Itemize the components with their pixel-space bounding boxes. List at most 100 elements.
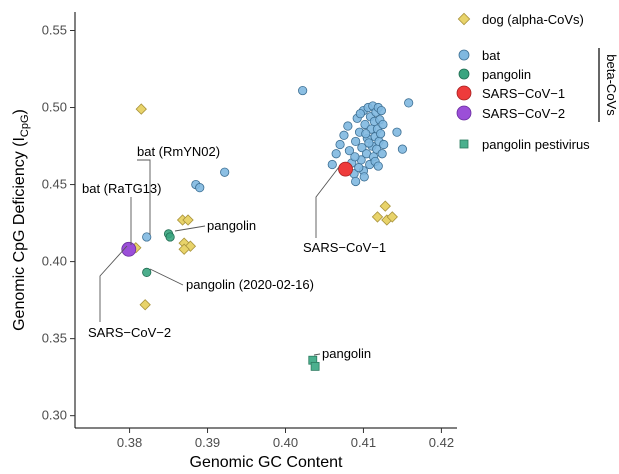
legend-marker-pangolin — [458, 68, 470, 80]
y-tick-label: 0.45 — [42, 177, 67, 192]
data-point — [377, 149, 387, 159]
data-point — [339, 130, 349, 140]
data-point — [195, 183, 205, 193]
x-axis-title: Genomic GC Content — [190, 454, 344, 471]
data-point — [343, 121, 353, 131]
legend-item-sars-cov-1: SARS−CoV−1 — [456, 85, 565, 101]
data-point — [379, 139, 389, 150]
plot-area: bat (RmYN02) bat (RaTG13) pangolin pangolin… — [42, 12, 457, 450]
y-tick-label: 0.40 — [42, 254, 67, 269]
x-tick-label: 0.40 — [273, 435, 298, 450]
data-point — [220, 167, 230, 177]
legend-marker-dog — [457, 12, 471, 26]
data-point — [165, 232, 175, 242]
x-tick-label: 0.42 — [429, 435, 454, 450]
data-point — [178, 243, 190, 255]
series-dog-alpha-covs — [130, 103, 398, 311]
legend-group-label: beta-CoVs — [604, 54, 619, 116]
data-point — [379, 200, 391, 212]
data-point — [182, 214, 194, 226]
legend-item-pangolin: pangolin — [458, 67, 531, 82]
data-point — [360, 119, 370, 130]
legend-marker-pangolin-pestivirus — [459, 139, 469, 149]
data-point — [142, 267, 152, 277]
annotation-label: bat (RaTG13) — [82, 181, 161, 196]
x-tick-label: 0.38 — [117, 435, 142, 450]
legend-label-sars-cov-1: SARS−CoV−1 — [482, 86, 565, 101]
data-point — [331, 149, 341, 159]
data-point — [351, 136, 361, 147]
annotation-leader-line — [99, 245, 128, 322]
data-point — [327, 159, 337, 170]
annotation-leader-line — [174, 225, 206, 232]
series-pangolin — [142, 229, 175, 277]
x-ticks: 0.38 0.39 0.40 0.41 0.42 — [117, 428, 454, 450]
y-tick-label: 0.30 — [42, 408, 67, 423]
data-point — [375, 129, 386, 139]
y-axis-title-sub: CpG — [19, 114, 31, 137]
annotation-pangolin: pangolin — [313, 346, 371, 361]
data-point — [139, 299, 151, 311]
data-point — [359, 172, 369, 182]
annotation-label: SARS−CoV−2 — [88, 325, 171, 340]
series-pangolin-pestivirus — [308, 355, 320, 371]
annotation-sars-cov-2: SARS−CoV−2 — [88, 245, 171, 340]
y-tick-label: 0.35 — [42, 331, 67, 346]
annotation-pangolin: pangolin — [174, 218, 256, 233]
legend-marker-sars-cov-2 — [456, 105, 472, 121]
annotations-layer: bat (RmYN02) bat (RaTG13) pangolin pangolin… — [82, 144, 386, 361]
data-point — [310, 361, 320, 371]
legend-label-pangolin: pangolin — [482, 67, 531, 82]
data-point — [351, 176, 361, 187]
data-point — [357, 142, 367, 153]
annotation-label: bat (RmYN02) — [137, 144, 220, 159]
data-point — [355, 109, 365, 119]
data-point — [361, 129, 371, 139]
y-axis-title-close: ) — [11, 109, 28, 114]
data-point — [338, 161, 353, 177]
y-tick-label: 0.55 — [42, 22, 67, 37]
legend-item-bat: bat — [458, 48, 500, 63]
y-ticks: 0.30 0.35 0.40 0.45 0.50 0.55 — [42, 22, 75, 423]
annotation-pangolin-2020-02-16: pangolin (2020-02-16) — [149, 268, 314, 292]
data-point — [397, 144, 408, 154]
data-point — [364, 138, 374, 148]
annotation-leader-line — [315, 166, 340, 238]
series-sars-cov-2 — [121, 241, 137, 257]
y-axis-title: Genomic CpG Deficiency (ICpG) — [11, 109, 31, 331]
legend-label-bat: bat — [482, 48, 500, 63]
data-point — [378, 119, 388, 130]
data-point — [142, 232, 152, 242]
legend-label-dog: dog (alpha-CoVs) — [482, 12, 584, 27]
data-point — [392, 127, 402, 137]
legend-label-sars-cov-2: SARS−CoV−2 — [482, 106, 565, 121]
annotation-label: pangolin (2020-02-16) — [186, 277, 314, 292]
y-axis-title-main: Genomic CpG Deficiency (I — [11, 137, 28, 331]
legend-marker-sars-cov-1 — [456, 85, 472, 101]
points-layer — [121, 85, 414, 371]
data-point — [350, 152, 360, 162]
legend: dog (alpha-CoVs) bat pangolin SARS−CoV−1… — [456, 12, 619, 152]
data-point — [373, 161, 383, 171]
data-point — [386, 211, 398, 223]
legend-item-pangolin-pestivirus: pangolin pestivirus — [459, 137, 590, 152]
data-point — [121, 241, 137, 257]
x-tick-label: 0.41 — [351, 435, 376, 450]
legend-marker-bat — [458, 49, 470, 61]
series-sars-cov-1 — [338, 161, 353, 177]
data-point — [135, 103, 147, 115]
annotation-bat-rmyn02: bat (RmYN02) — [137, 144, 220, 235]
legend-item-dog: dog (alpha-CoVs) — [457, 12, 584, 27]
data-point — [376, 106, 386, 116]
annotation-label: pangolin — [207, 218, 256, 233]
annotation-sars-cov-1: SARS−CoV−1 — [303, 166, 386, 255]
annotation-label: SARS−CoV−1 — [303, 240, 386, 255]
data-point — [354, 163, 364, 173]
legend-label-pangolin-pestivirus: pangolin pestivirus — [482, 137, 590, 152]
annotation-leader-line — [137, 159, 151, 235]
y-tick-label: 0.50 — [42, 100, 67, 115]
x-tick-label: 0.39 — [195, 435, 220, 450]
annotation-label: pangolin — [322, 346, 371, 361]
series-bat — [142, 85, 414, 242]
